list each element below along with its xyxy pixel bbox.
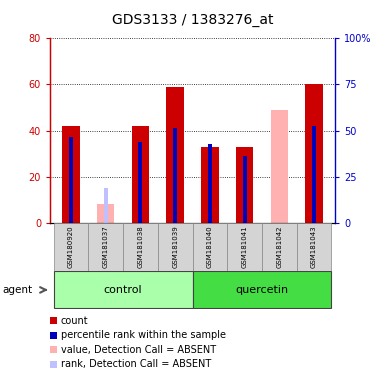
Text: GSM181037: GSM181037 — [103, 225, 109, 268]
FancyBboxPatch shape — [88, 223, 123, 271]
Text: rank, Detection Call = ABSENT: rank, Detection Call = ABSENT — [61, 359, 211, 369]
Text: agent: agent — [2, 285, 32, 295]
Bar — [69, 137, 73, 223]
FancyBboxPatch shape — [297, 223, 331, 271]
FancyBboxPatch shape — [54, 223, 88, 271]
Text: GSM181039: GSM181039 — [172, 225, 178, 268]
Text: control: control — [104, 285, 142, 295]
Bar — [132, 126, 149, 223]
FancyBboxPatch shape — [158, 223, 192, 271]
Text: GSM181043: GSM181043 — [311, 225, 317, 268]
Bar — [271, 110, 288, 223]
Bar — [208, 144, 212, 223]
FancyBboxPatch shape — [192, 271, 331, 308]
Bar — [173, 128, 177, 223]
Text: GSM181040: GSM181040 — [207, 225, 213, 268]
Text: GSM181038: GSM181038 — [137, 225, 143, 268]
FancyBboxPatch shape — [192, 223, 227, 271]
Text: quercetin: quercetin — [235, 285, 288, 295]
Bar — [305, 84, 323, 223]
Text: GSM181042: GSM181042 — [276, 225, 282, 268]
Text: count: count — [61, 316, 89, 326]
Bar — [312, 126, 316, 223]
Bar — [243, 156, 247, 223]
Text: GSM180920: GSM180920 — [68, 225, 74, 268]
Text: percentile rank within the sample: percentile rank within the sample — [61, 330, 226, 340]
Bar — [201, 147, 219, 223]
Bar — [138, 142, 142, 223]
Bar — [97, 204, 114, 223]
Text: value, Detection Call = ABSENT: value, Detection Call = ABSENT — [61, 345, 216, 355]
FancyBboxPatch shape — [54, 271, 192, 308]
FancyBboxPatch shape — [123, 223, 158, 271]
Text: GSM181041: GSM181041 — [242, 225, 248, 268]
FancyBboxPatch shape — [262, 223, 297, 271]
Bar — [104, 188, 108, 223]
Bar — [62, 126, 80, 223]
Bar — [236, 147, 253, 223]
Text: GDS3133 / 1383276_at: GDS3133 / 1383276_at — [112, 13, 273, 27]
Bar — [166, 87, 184, 223]
FancyBboxPatch shape — [227, 223, 262, 271]
